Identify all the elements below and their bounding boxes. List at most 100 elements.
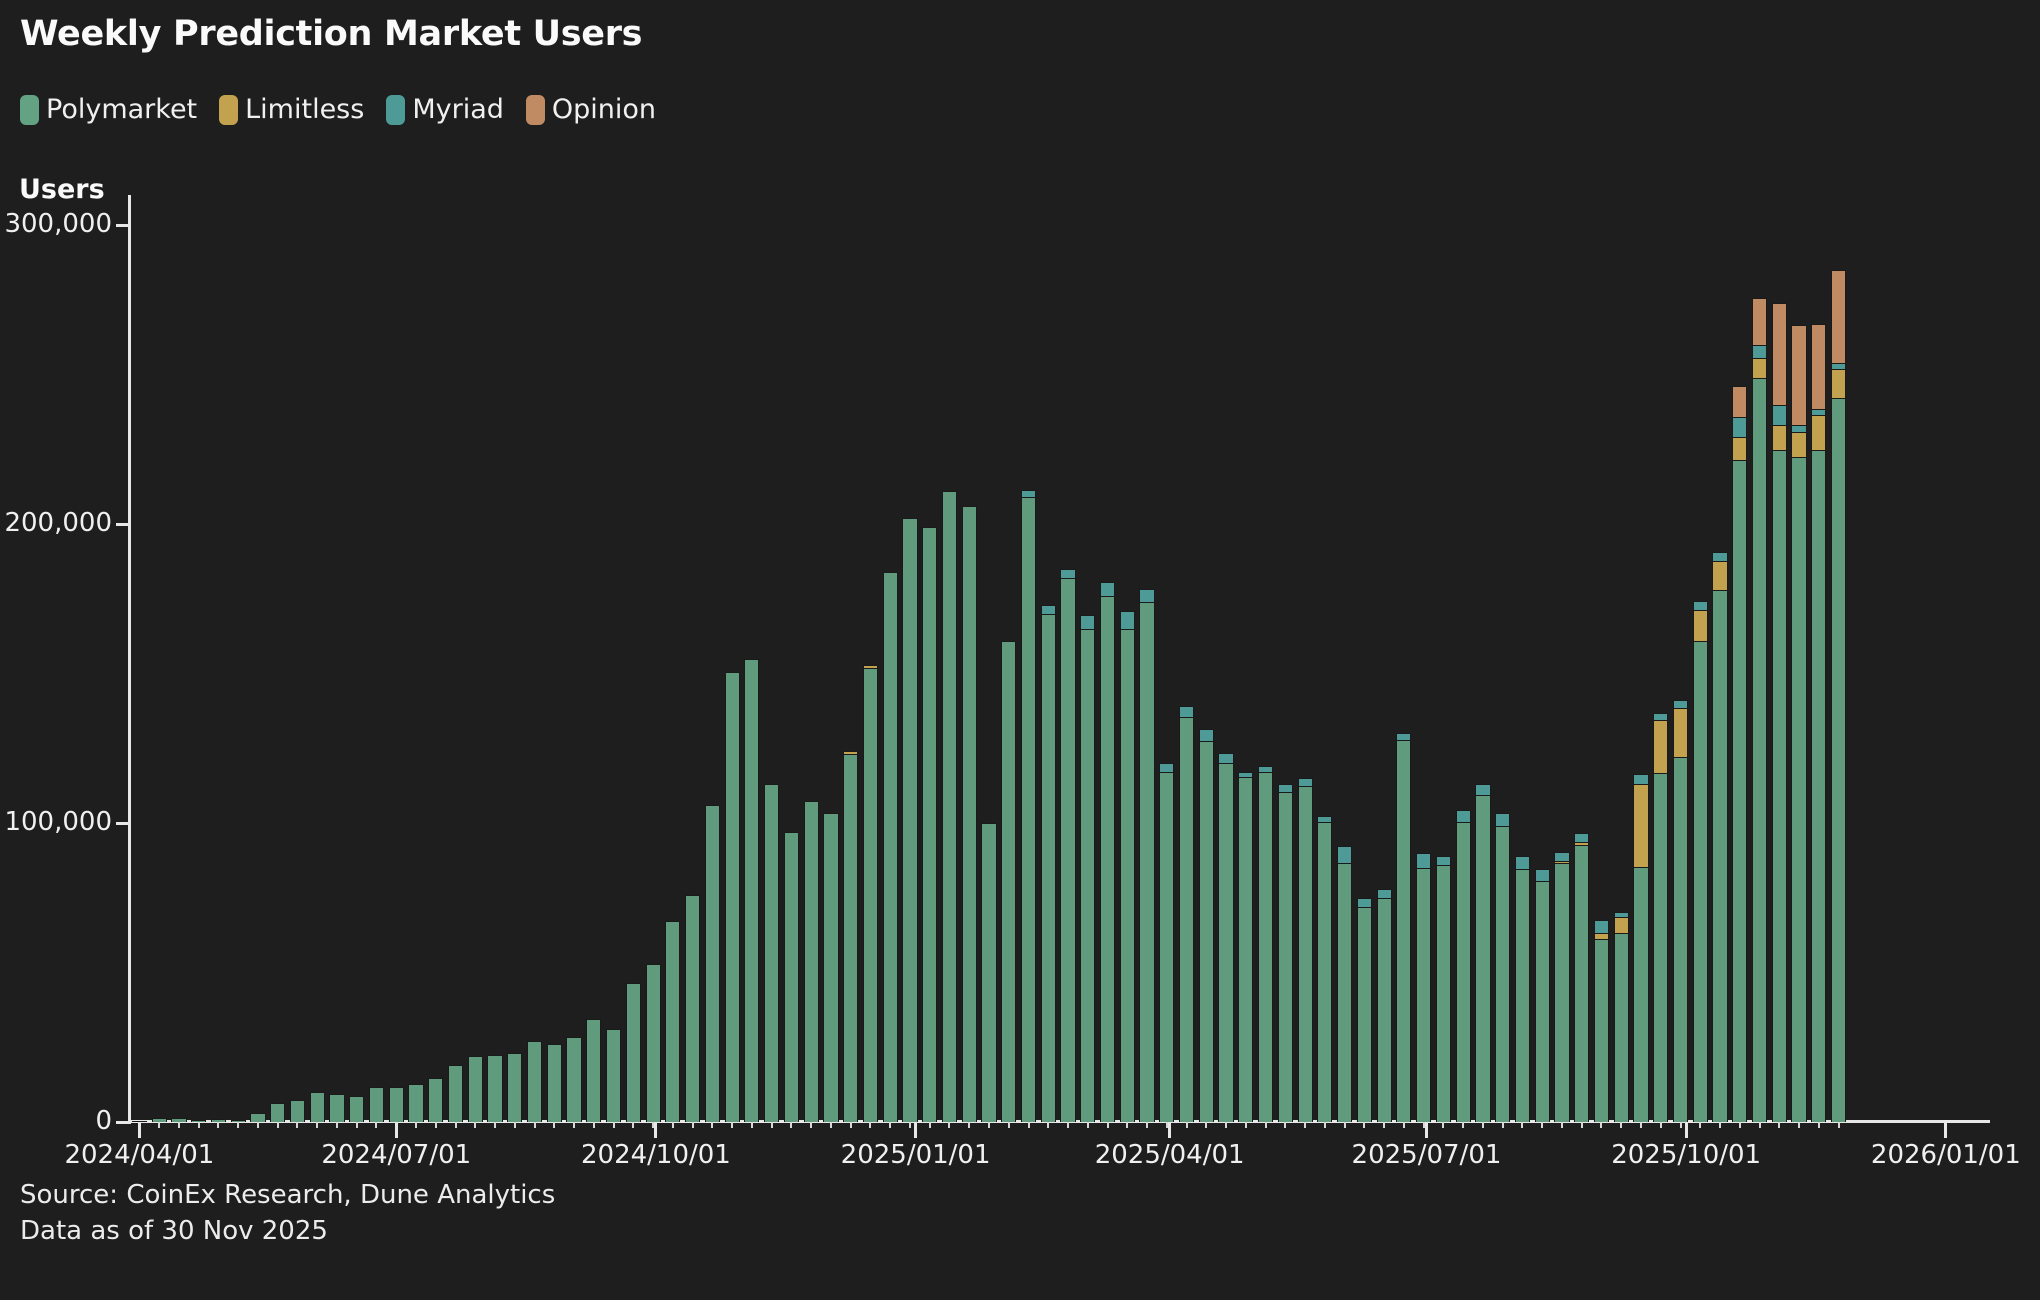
x-minor-tick bbox=[1541, 1122, 1544, 1128]
bar-segment-polymarket bbox=[566, 1037, 582, 1122]
bar-segment-polymarket bbox=[368, 1087, 385, 1122]
bar-segment-polymarket bbox=[1060, 577, 1076, 1122]
x-minor-tick bbox=[1402, 1122, 1405, 1128]
bar-segment-polymarket bbox=[1198, 740, 1214, 1122]
x-minor-tick bbox=[415, 1122, 417, 1128]
x-tick-label: 2025/01/01 bbox=[840, 1140, 991, 1170]
bar-segment-myriad bbox=[1514, 855, 1531, 870]
bar-segment-polymarket bbox=[1771, 450, 1787, 1122]
x-minor-tick bbox=[1185, 1122, 1188, 1128]
bar-segment-polymarket bbox=[1811, 450, 1827, 1122]
x-minor-tick bbox=[1738, 1122, 1741, 1128]
x-tick-label: 2026/01/01 bbox=[1870, 1140, 2021, 1170]
bar-segment-polymarket bbox=[1218, 763, 1234, 1122]
x-minor-tick bbox=[968, 1122, 971, 1128]
y-tick-label: 200,000 bbox=[4, 508, 112, 538]
x-minor-tick bbox=[750, 1122, 753, 1128]
x-tick bbox=[1424, 1122, 1428, 1138]
bar-segment-limitless bbox=[1593, 933, 1610, 940]
bar-segment-opinion bbox=[1751, 298, 1768, 345]
x-minor-tick bbox=[711, 1122, 714, 1128]
bar-segment-opinion bbox=[1811, 323, 1827, 409]
x-minor-tick bbox=[1719, 1122, 1722, 1128]
x-minor-tick bbox=[731, 1122, 734, 1128]
bar-segment-polymarket bbox=[961, 506, 977, 1122]
x-minor-tick bbox=[1304, 1122, 1307, 1128]
bar-segment-polymarket bbox=[447, 1064, 464, 1122]
bar-segment-polymarket bbox=[764, 784, 780, 1122]
bar-segment-myriad bbox=[1771, 405, 1787, 426]
bar-segment-limitless bbox=[1791, 431, 1807, 457]
x-minor-tick bbox=[948, 1122, 951, 1128]
bar-segment-myriad bbox=[1040, 604, 1056, 614]
x-minor-tick bbox=[1343, 1122, 1346, 1128]
bar-segment-myriad bbox=[1238, 772, 1254, 777]
x-minor-tick bbox=[1244, 1122, 1247, 1128]
bar-segment-polymarket bbox=[1732, 460, 1748, 1122]
polymarket-swatch-icon bbox=[20, 94, 39, 125]
bar-segment-polymarket bbox=[685, 894, 701, 1122]
bar-segment-myriad bbox=[1060, 568, 1076, 578]
bar-segment-polymarket bbox=[1712, 589, 1728, 1122]
x-minor-tick bbox=[1126, 1122, 1129, 1128]
myriad-swatch-icon bbox=[386, 94, 406, 125]
x-minor-tick bbox=[553, 1122, 556, 1128]
bar-segment-myriad bbox=[1119, 610, 1135, 629]
bar-segment-polymarket bbox=[1277, 791, 1293, 1122]
bar-segment-myriad bbox=[1534, 869, 1550, 882]
bar-segment-polymarket bbox=[1633, 866, 1649, 1122]
bar-segment-myriad bbox=[1554, 852, 1570, 861]
bar-segment-polymarket bbox=[922, 527, 938, 1122]
bar-segment-polymarket bbox=[250, 1113, 266, 1122]
bar-segment-polymarket bbox=[329, 1093, 345, 1122]
legend-item-limitless: Limitless bbox=[219, 94, 364, 125]
x-minor-tick bbox=[1580, 1122, 1583, 1128]
x-minor-tick bbox=[513, 1122, 516, 1128]
chart-title: Weekly Prediction Market Users bbox=[20, 14, 643, 54]
x-minor-tick bbox=[908, 1122, 911, 1128]
bar-segment-polymarket bbox=[1040, 613, 1056, 1122]
opinion-swatch-icon bbox=[525, 94, 545, 125]
x-minor-tick bbox=[1165, 1122, 1168, 1128]
x-minor-tick bbox=[276, 1122, 279, 1128]
bar-segment-limitless bbox=[1633, 783, 1649, 867]
bar-segment-myriad bbox=[1495, 813, 1511, 826]
x-tick-label: 2024/10/01 bbox=[580, 1140, 731, 1170]
x-minor-tick bbox=[1679, 1122, 1682, 1128]
bar-segment-opinion bbox=[1830, 269, 1847, 364]
bar-segment-myriad bbox=[1455, 809, 1471, 822]
x-tick bbox=[1684, 1122, 1688, 1138]
y-axis-line bbox=[128, 195, 131, 1124]
x-minor-tick bbox=[1837, 1122, 1840, 1128]
x-minor-tick bbox=[1086, 1122, 1089, 1128]
bar-segment-myriad bbox=[1297, 778, 1313, 786]
bar-segment-polymarket bbox=[210, 1119, 227, 1122]
bar-segment-polymarket bbox=[1178, 716, 1195, 1122]
x-minor-tick bbox=[889, 1122, 892, 1128]
x-minor-tick bbox=[790, 1122, 793, 1128]
x-minor-tick bbox=[533, 1122, 536, 1128]
x-minor-tick bbox=[612, 1122, 615, 1128]
x-minor-tick bbox=[1462, 1122, 1465, 1128]
bar-segment-myriad bbox=[1159, 763, 1175, 773]
x-minor-tick bbox=[1778, 1122, 1781, 1128]
bar-segment-polymarket bbox=[1791, 456, 1807, 1122]
bar-segment-polymarket bbox=[586, 1019, 602, 1122]
x-minor-tick bbox=[1323, 1122, 1326, 1128]
bar-segment-polymarket bbox=[823, 812, 839, 1122]
y-tick bbox=[116, 223, 128, 227]
bar-segment-myriad bbox=[1376, 888, 1392, 898]
bar-segment-myriad bbox=[1574, 832, 1590, 842]
x-minor-tick bbox=[1363, 1122, 1366, 1128]
bar-segment-polymarket bbox=[131, 1120, 147, 1122]
bar-segment-polymarket bbox=[605, 1029, 622, 1122]
bar-segment-polymarket bbox=[1159, 772, 1175, 1122]
x-tick bbox=[654, 1122, 658, 1138]
source-text: Source: CoinEx Research, Dune Analytics bbox=[20, 1180, 556, 1210]
x-minor-tick bbox=[1659, 1122, 1662, 1128]
bar-segment-polymarket bbox=[1119, 628, 1135, 1122]
bar-segment-myriad bbox=[1712, 551, 1728, 561]
x-minor-tick bbox=[1007, 1122, 1010, 1128]
bar-segment-polymarket bbox=[289, 1099, 306, 1122]
bar-segment-polymarket bbox=[1297, 785, 1313, 1122]
